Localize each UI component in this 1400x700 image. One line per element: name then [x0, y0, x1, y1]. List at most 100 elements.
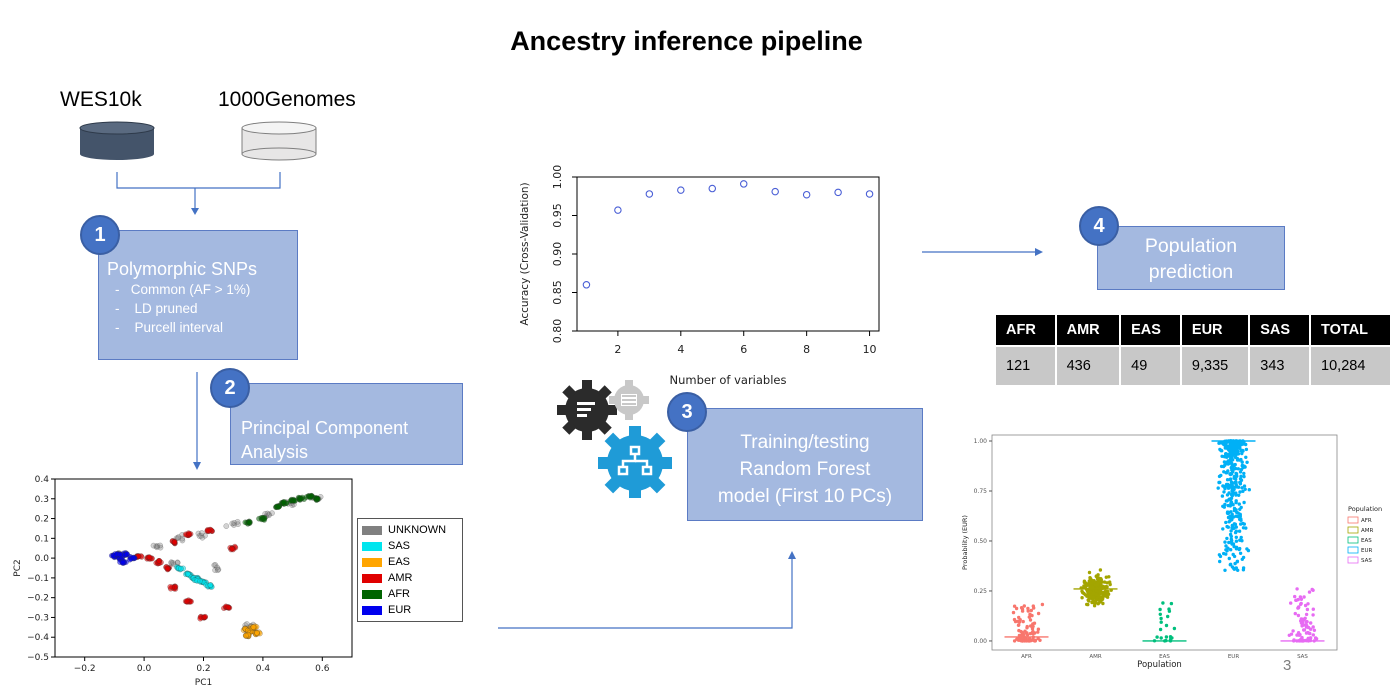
legend-item: EAS [362, 554, 458, 570]
pca-to-rf-arrow [498, 558, 793, 629]
prob-point-sas [1311, 607, 1315, 611]
prob-point-eur [1227, 445, 1231, 450]
prob-point-eur [1224, 499, 1229, 503]
prob-point-afr [1017, 620, 1022, 624]
prob-point-sas [1307, 590, 1312, 594]
prob-point-eur [1231, 441, 1235, 445]
step1-number-badge: 1 [80, 215, 120, 255]
accuracy-scatter-plot: 2 4 6 8 10 0.80 0.85 0.90 0.95 1.00 Number of vari… [519, 165, 880, 387]
prob-point-eur [1221, 527, 1225, 531]
legend-swatch [362, 557, 382, 567]
pca-point-unknown [179, 537, 186, 544]
prob-point-eur [1242, 471, 1246, 476]
prob-point-eas [1166, 614, 1170, 619]
table-header-row: AFR AMR EAS EUR SAS TOTAL [996, 315, 1392, 346]
prob-point-eur [1228, 563, 1232, 567]
prob-point-eur [1235, 444, 1239, 448]
y-tick-label: 0.00 [974, 638, 988, 645]
prob-point-afr [1019, 606, 1024, 610]
table-header-cell: AFR [996, 315, 1057, 346]
y-tick-label: 0.1 [35, 534, 49, 544]
prob-point-amr [1088, 593, 1092, 597]
x-axis-label: PC1 [195, 678, 212, 688]
prob-point-sas [1291, 629, 1295, 633]
probability-plot-frame [991, 434, 1338, 651]
prob-point-eur [1234, 529, 1238, 533]
step4-line1: Population [1144, 235, 1238, 257]
prob-point-sas [1306, 602, 1310, 606]
pca-point-unknown [179, 535, 185, 542]
prob-point-eur [1234, 566, 1238, 570]
step3-line1: Training/testing [740, 432, 870, 453]
pca-plot-frame [54, 478, 353, 658]
table-header-cell: EAS [1120, 315, 1182, 346]
step1-bullet: - Common (AF > 1%) [115, 282, 251, 297]
pca-point-sas [197, 578, 203, 584]
x-tick-label: 2 [614, 343, 621, 356]
prob-point-afr [1017, 633, 1022, 638]
prob-point-amr [1098, 595, 1102, 599]
prob-point-afr [1028, 618, 1033, 622]
legend-label: EAS [1361, 538, 1372, 544]
prob-point-eas [1169, 601, 1174, 606]
prob-point-sas [1303, 603, 1308, 608]
prob-point-eur [1217, 480, 1221, 485]
prob-point-afr [1030, 627, 1035, 631]
prob-point-afr [1012, 617, 1017, 622]
prob-point-eur [1229, 548, 1233, 552]
prob-point-eur [1241, 568, 1246, 572]
prob-point-afr [1029, 608, 1033, 613]
pca-point-afr [308, 492, 315, 499]
prob-point-eur [1233, 480, 1237, 485]
pca-point-unknown [154, 544, 160, 551]
prob-point-sas [1313, 636, 1318, 640]
prob-point-eur [1228, 442, 1232, 446]
prob-point-eur [1226, 510, 1230, 514]
prob-point-eur [1244, 526, 1248, 530]
pca-point-unknown [196, 533, 203, 539]
prob-point-sas [1312, 628, 1317, 632]
prob-point-afr [1036, 636, 1040, 641]
prob-point-afr [1027, 615, 1031, 619]
prob-point-eur [1238, 490, 1242, 494]
legend-swatch [1347, 516, 1359, 524]
prob-point-eur [1222, 470, 1226, 474]
prob-point-eur [1232, 506, 1237, 511]
x-axis-label: Number of variables [670, 373, 787, 387]
prob-point-amr [1094, 583, 1099, 588]
prob-point-afr [1012, 604, 1017, 608]
prob-point-eur [1231, 451, 1235, 456]
x-tick-label: 0.4 [256, 664, 271, 674]
prob-point-eur [1231, 552, 1235, 557]
prob-point-eur [1234, 547, 1239, 551]
pca-point-eas [250, 624, 257, 630]
prob-point-eur [1224, 552, 1228, 556]
prob-point-afr [1019, 638, 1024, 642]
prob-point-sas [1302, 628, 1307, 632]
prediction-table: AFR AMR EAS EUR SAS TOTAL 121 436 49 9,3… [996, 315, 1392, 385]
prob-point-eur [1226, 525, 1230, 529]
prob-point-amr [1083, 593, 1088, 597]
legend-item: AFR [362, 586, 458, 602]
prob-point-sas [1305, 607, 1310, 612]
prob-point-eur [1240, 557, 1244, 561]
y-tick-label: 0.3 [35, 495, 49, 505]
prob-point-eur [1234, 491, 1238, 495]
prob-point-afr [1028, 631, 1033, 636]
x-tick-label: 4 [677, 343, 684, 356]
prob-point-amr [1101, 584, 1105, 589]
pca-point-amr [164, 565, 171, 572]
prob-point-afr [1020, 609, 1025, 613]
prob-point-eas [1159, 620, 1163, 624]
prob-point-eur [1240, 460, 1244, 464]
legend-swatch [1347, 556, 1359, 564]
step3-line3: model (First 10 PCs) [717, 486, 893, 507]
legend-swatch [1347, 526, 1359, 534]
pca-point-amr [229, 546, 235, 552]
prob-point-eur [1229, 534, 1233, 539]
1000genomes-database-icon [241, 121, 317, 161]
y-tick-label: −0.3 [27, 613, 49, 623]
prob-point-sas [1308, 631, 1312, 636]
prob-point-sas [1293, 611, 1297, 616]
legend-item: AMR [362, 570, 458, 586]
